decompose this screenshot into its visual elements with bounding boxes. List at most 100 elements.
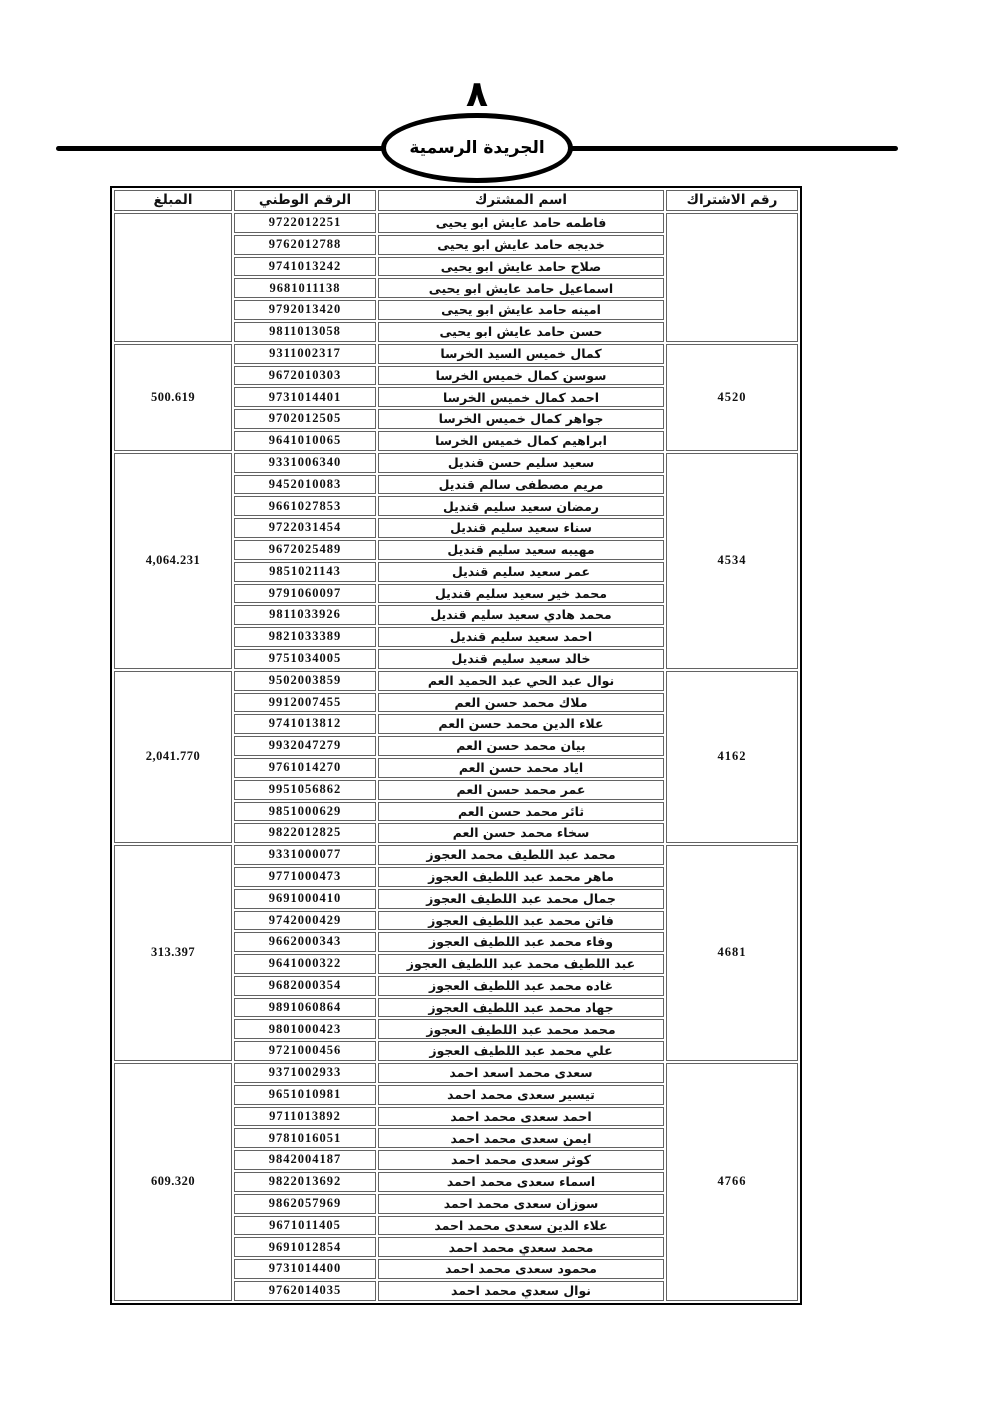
national-number-cell: 9822013692 [234,1172,376,1192]
table-row: جواهر كمال خميس الخرسا 9702012505 [114,409,798,429]
national-number-cell: 9311002317 [234,343,376,364]
national-number-cell: 9331000077 [234,845,376,865]
national-number-cell: 9641010065 [234,430,376,451]
subscriber-name-cell: خالد سعيد سليم قنديل [378,648,664,669]
col-header-subscriber-name: اسم المشترك [378,190,664,211]
subscriber-name-cell: سخاء محمد حسن العم [378,823,664,844]
subscriber-name-cell: ثائر محمد حسن العم [378,801,664,822]
subscriber-name-cell: سناء سعيد سليم قنديل [378,518,664,538]
table-row: جمال محمد عبد اللطيف العجوز 9691000410 [114,888,798,909]
subscriber-name-cell: علي محمد عبد اللطيف العجوز [378,1041,664,1062]
national-number-cell: 9932047279 [234,736,376,756]
subscriber-name-cell: محمد عبد اللطيف محمد العجوز [378,845,664,865]
subscriber-name-cell: جهاد محمد عبد اللطيف العجوز [378,997,664,1018]
subscriber-name-cell: سوسن كمال خميس الخرسا [378,365,664,386]
national-number-cell: 9671011405 [234,1215,376,1236]
national-number-cell: 9762012788 [234,234,376,255]
national-number-cell: 9371002933 [234,1063,376,1083]
table-row: محمد هادي سعيد سليم قنديل 9811033926 [114,605,798,626]
subscriber-name-cell: بيان محمد حسن العم [378,736,664,756]
national-number-cell: 9741013812 [234,714,376,735]
subscriber-name-cell: محمد سعدي محمد احمد [378,1237,664,1258]
subscriber-name-cell: جمال محمد عبد اللطيف العجوز [378,888,664,909]
table-header-row: رقم الاشتراك اسم المشترك الرقم الوطني ال… [114,190,798,211]
national-number-cell: 9801000423 [234,1019,376,1040]
table-row: بيان محمد حسن العم 9932047279 [114,736,798,756]
table-row: امينه حامد عايش ابو يحيى 9792013420 [114,300,798,320]
table-row: رمضان سعيد سليم قنديل 9661027853 [114,496,798,517]
subscription-number-cell [666,213,798,342]
national-number-cell: 9781016051 [234,1128,376,1149]
table-row: اسماء سعدى محمد احمد 9822013692 [114,1172,798,1192]
national-number-cell: 9851000629 [234,801,376,822]
national-number-cell: 9722031454 [234,518,376,538]
subscriber-name-cell: محمود سعدى محمد احمد [378,1259,664,1280]
amount-cell: 2,041.770 [114,670,232,844]
table-row: 4520 كمال خميس السيد الخرسا 9311002317 500.… [114,343,798,451]
table-row: ثائر محمد حسن العم 9851000629 [114,801,798,822]
subscriber-name-cell: علاء الدين سعدى محمد احمد [378,1215,664,1236]
national-number-cell: 9452010083 [234,474,376,495]
national-number-cell: 9681011138 [234,278,376,299]
table-row: ملاك محمد حسن العم 9912007455 [114,692,798,713]
subscriber-name-cell: عمر محمد حسن العم [378,779,664,800]
subscriber-name-cell: ايمن سعدى محمد احمد [378,1128,664,1149]
subscriber-name-cell: اسماعيل حامد عايش ابو يحيى [378,278,664,299]
table-row: مريم مصطفى سالم قنديل 9452010083 [114,474,798,495]
table-row: احمد سعيد سليم قنديل 9821033389 [114,627,798,647]
table-row: سوسن كمال خميس الخرسا 9672010303 [114,365,798,386]
subscriber-name-cell: احمد سعدى محمد احمد [378,1106,664,1127]
table-row: عمر محمد حسن العم 9951056862 [114,779,798,800]
table-row: ماهر محمد عبد اللطيف العجوز 9771000473 [114,866,798,887]
national-number-cell: 9842004187 [234,1150,376,1171]
table-row: محمد خير سعيد سليم قنديل 9791060097 [114,583,798,604]
national-number-cell: 9331006340 [234,452,376,473]
national-number-cell: 9682000354 [234,975,376,996]
table-row: سوزان سعدى محمد احمد 9862057969 [114,1193,798,1214]
national-number-cell: 9792013420 [234,300,376,320]
table-row: احمد سعدى محمد احمد 9711013892 [114,1106,798,1127]
table-row: ايمن سعدى محمد احمد 9781016051 [114,1128,798,1149]
table-row: حسن حامد عايش ابو يحيى 9811013058 [114,321,798,342]
subscriber-name-cell: اسماء سعدى محمد احمد [378,1172,664,1192]
national-number-cell: 9791060097 [234,583,376,604]
subscriber-name-cell: تيسير سعدى محمد احمد [378,1084,664,1105]
subscriber-name-cell: حسن حامد عايش ابو يحيى [378,321,664,342]
table-row: ابراهيم كمال خميس الخرسا 9641010065 [114,430,798,451]
national-number-cell: 9912007455 [234,692,376,713]
table-row: خالد سعيد سليم قنديل 9751034005 [114,648,798,669]
table-row: جهاد محمد عبد اللطيف العجوز 9891060864 [114,997,798,1018]
subscribers-table: رقم الاشتراك اسم المشترك الرقم الوطني ال… [110,186,802,1305]
national-number-cell: 9742000429 [234,910,376,931]
table-row: علاء الدين سعدى محمد احمد 9671011405 [114,1215,798,1236]
subscriber-name-cell: ابراهيم كمال خميس الخرسا [378,430,664,451]
subscriber-name-cell: اياد محمد حسن العم [378,757,664,778]
table-row: 4162 نوال عبد الحي عبد الحميد العم 9502003… [114,670,798,844]
subscriber-name-cell: امينه حامد عايش ابو يحيى [378,300,664,320]
subscriber-name-cell: غاده محمد عبد اللطيف العجوز [378,975,664,996]
subscriber-name-cell: نوال سعدي محمد احمد [378,1281,664,1301]
table-row: 4766 سعدى محمد اسعد احمد 9371002933 609.320 [114,1063,798,1301]
table-row: سناء سعيد سليم قنديل 9722031454 [114,518,798,538]
gazette-banner-ellipse: الجريدة الرسمية [381,113,573,183]
table-row: غاده محمد عبد اللطيف العجوز 9682000354 [114,975,798,996]
amount-cell [114,213,232,342]
national-number-cell: 9711013892 [234,1106,376,1127]
table-row: فاتن محمد عبد اللطيف العجوز 9742000429 [114,910,798,931]
subscriber-name-cell: ماهر محمد عبد اللطيف العجوز [378,866,664,887]
subscriber-name-cell: احمد سعيد سليم قنديل [378,627,664,647]
subscriber-name-cell: صلاح حامد عايش ابو يحيى [378,256,664,277]
national-number-cell: 9822012825 [234,823,376,844]
national-number-cell: 9741013242 [234,256,376,277]
table-row: تيسير سعدى محمد احمد 9651010981 [114,1084,798,1105]
national-number-cell: 9722012251 [234,213,376,233]
col-header-national-number: الرقم الوطني [234,190,376,211]
national-number-cell: 9731014400 [234,1259,376,1280]
national-number-cell: 9761014270 [234,757,376,778]
col-header-subscription-number: رقم الاشتراك [666,190,798,211]
subscriber-name-cell: احمد كمال خميس الخرسا [378,387,664,408]
amount-cell: 609.320 [114,1063,232,1301]
subscriber-name-cell: فاتن محمد عبد اللطيف العجوز [378,910,664,931]
table-row: عمر سعيد سليم قنديل 9851021143 [114,561,798,582]
